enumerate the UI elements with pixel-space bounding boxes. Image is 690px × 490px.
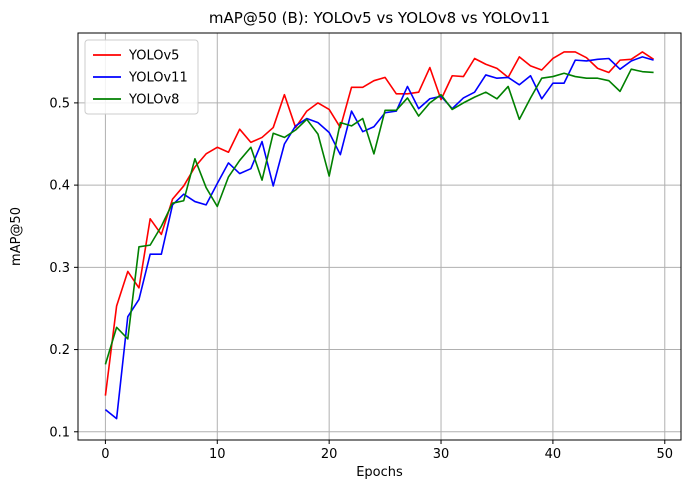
x-tick-label: 20 <box>321 447 338 462</box>
x-tick-label: 0 <box>101 447 109 462</box>
y-tick-label: 0.1 <box>49 425 70 440</box>
axis-ticks: 0 10 20 30 40 50 0.1 0.2 0.3 0.4 0.5 <box>49 96 673 462</box>
series-lines <box>104 51 655 420</box>
legend-label: YOLOv5 <box>128 49 179 64</box>
y-tick-label: 0.5 <box>49 96 70 111</box>
y-tick-label: 0.3 <box>49 261 70 276</box>
series-line-yolov8 <box>104 68 654 365</box>
legend-label: YOLOv8 <box>128 93 179 108</box>
x-axis-label: Epochs <box>356 465 403 480</box>
series-line-yolov11 <box>104 56 654 420</box>
y-axis-label: mAP@50 <box>9 207 24 266</box>
x-tick-label: 10 <box>209 447 226 462</box>
legend: YOLOv5 YOLOv11 YOLOv8 <box>84 39 199 115</box>
y-tick-label: 0.4 <box>49 179 70 194</box>
y-tick-label: 0.2 <box>49 343 70 358</box>
plot-frame <box>77 32 682 441</box>
x-tick-label: 40 <box>545 447 562 462</box>
x-tick-label: 30 <box>433 447 450 462</box>
legend-box <box>84 39 199 115</box>
x-tick-label: 50 <box>657 447 674 462</box>
legend-label: YOLOv11 <box>128 71 188 86</box>
chart-title: mAP@50 (B): YOLOv5 vs YOLOv8 vs YOLOv11 <box>209 9 550 27</box>
